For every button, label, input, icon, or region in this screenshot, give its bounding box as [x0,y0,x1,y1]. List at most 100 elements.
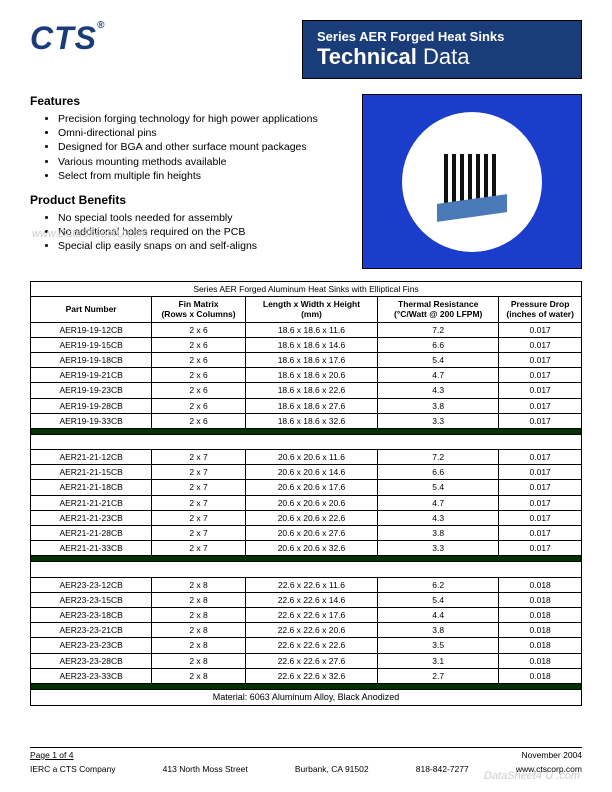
table-cell: 2 x 6 [152,413,246,428]
table-cell: AER19-19-33CB [31,413,152,428]
table-cell: 0.017 [499,510,582,525]
benefits-heading: Product Benefits [30,193,347,207]
table-cell: 2 x 7 [152,510,246,525]
table-cell: 0.017 [499,450,582,465]
table-cell: 20.6 x 20.6 x 11.6 [245,450,377,465]
table-cell: 20.6 x 20.6 x 32.6 [245,541,377,556]
table-cell: 2 x 6 [152,322,246,337]
table-cell: 4.3 [378,383,499,398]
footer-url: www.ctscorp.com [516,764,582,774]
table-cell: 20.6 x 20.6 x 17.6 [245,480,377,495]
table-cell: 6.6 [378,337,499,352]
table-cell: 2 x 8 [152,592,246,607]
table-cell: 18.6 x 18.6 x 11.6 [245,322,377,337]
table-row: AER19-19-21CB2 x 618.6 x 18.6 x 20.64.70… [31,368,582,383]
logo-reg: ® [97,20,105,31]
table-cell: AER23-23-28CB [31,653,152,668]
table-cell: AER21-21-28CB [31,526,152,541]
table-cell: 0.018 [499,577,582,592]
table-cell: 0.017 [499,541,582,556]
title-main-text: Technical [317,44,417,69]
table-cell: AER23-23-21CB [31,623,152,638]
table-cell: 22.6 x 22.6 x 32.6 [245,668,377,683]
product-image-circle [402,112,542,252]
table-cell: 2 x 6 [152,352,246,367]
page-footer: Page 1 of 4 November 2004 IERC a CTS Com… [30,747,582,774]
table-cell: 3.3 [378,541,499,556]
table-row: AER23-23-23CB2 x 822.6 x 22.6 x 22.63.50… [31,638,582,653]
table-cell: AER21-21-21CB [31,495,152,510]
table-cell: 22.6 x 22.6 x 17.6 [245,607,377,622]
table-cell: 2 x 7 [152,495,246,510]
table-cell: 20.6 x 20.6 x 22.6 [245,510,377,525]
title-series: Series AER Forged Heat Sinks [317,29,567,44]
watermark: www.DataSheet4U.com [32,228,148,240]
table-cell: 0.017 [499,368,582,383]
table-cell: 0.018 [499,653,582,668]
table-row: AER21-21-15CB2 x 720.6 x 20.6 x 14.66.60… [31,465,582,480]
table-cell: 2 x 6 [152,398,246,413]
table-cell: AER19-19-23CB [31,383,152,398]
table-cell: AER21-21-15CB [31,465,152,480]
table-cell: 2 x 8 [152,653,246,668]
table-cell: 2 x 7 [152,526,246,541]
heatsink-icon [432,142,512,222]
product-image-box [362,94,582,269]
table-row: AER21-21-28CB2 x 720.6 x 20.6 x 27.63.80… [31,526,582,541]
table-cell: 2 x 8 [152,623,246,638]
features-list: Precision forging technology for high po… [30,112,347,183]
table-cell: 22.6 x 22.6 x 11.6 [245,577,377,592]
list-item: No special tools needed for assembly [58,211,347,225]
table-cell: 3.1 [378,653,499,668]
table-cell: 2 x 6 [152,383,246,398]
footer-date: November 2004 [522,750,582,760]
column-header: Part Number [31,297,152,322]
table-cell: 0.017 [499,398,582,413]
column-header: Fin Matrix(Rows x Columns) [152,297,246,322]
footer-phone: 818-842-7277 [416,764,469,774]
table-cell: 0.017 [499,322,582,337]
spec-table: Series AER Forged Aluminum Heat Sinks wi… [30,281,582,706]
table-row: AER19-19-18CB2 x 618.6 x 18.6 x 17.65.40… [31,352,582,367]
list-item: Special clip easily snaps on and self-al… [58,239,347,253]
table-cell: 7.2 [378,322,499,337]
list-item: Designed for BGA and other surface mount… [58,140,347,154]
table-row: AER23-23-33CB2 x 822.6 x 22.6 x 32.62.70… [31,668,582,683]
table-cell: 5.4 [378,352,499,367]
table-row: AER23-23-15CB2 x 822.6 x 22.6 x 14.65.40… [31,592,582,607]
table-row: AER19-19-28CB2 x 618.6 x 18.6 x 27.63.80… [31,398,582,413]
table-cell: 22.6 x 22.6 x 20.6 [245,623,377,638]
table-cell: 0.018 [499,592,582,607]
page-number: Page 1 of 4 [30,750,73,760]
table-cell: 0.017 [499,526,582,541]
table-cell: 2 x 6 [152,337,246,352]
table-cell: 4.3 [378,510,499,525]
logo-text: CTS [30,20,97,56]
table-cell: 2 x 8 [152,577,246,592]
table-cell: 5.4 [378,592,499,607]
list-item: Various mounting methods available [58,155,347,169]
table-cell: 2 x 7 [152,450,246,465]
table-cell: 2 x 6 [152,368,246,383]
table-cell: 2 x 7 [152,465,246,480]
table-cell: 2 x 8 [152,638,246,653]
table-row: AER19-19-12CB2 x 618.6 x 18.6 x 11.67.20… [31,322,582,337]
table-cell: AER19-19-28CB [31,398,152,413]
column-header: Length x Width x Height(mm) [245,297,377,322]
table-cell: 22.6 x 22.6 x 27.6 [245,653,377,668]
table-cell: 2 x 7 [152,480,246,495]
table-cell: AER21-21-18CB [31,480,152,495]
table-cell: 3.3 [378,413,499,428]
table-cell: 18.6 x 18.6 x 27.6 [245,398,377,413]
cts-logo: CTS® [30,20,105,57]
table-cell: 18.6 x 18.6 x 32.6 [245,413,377,428]
table-row: AER21-21-12CB2 x 720.6 x 20.6 x 11.67.20… [31,450,582,465]
table-cell: 3.8 [378,623,499,638]
table-cell: 0.017 [499,352,582,367]
table-cell: 3.5 [378,638,499,653]
table-row: AER23-23-12CB2 x 822.6 x 22.6 x 11.66.20… [31,577,582,592]
column-header: Thermal Resistance(°C/Watt @ 200 LFPM) [378,297,499,322]
title-main: Technical Data [317,44,567,70]
table-row: AER23-23-28CB2 x 822.6 x 22.6 x 27.63.10… [31,653,582,668]
table-cell: 22.6 x 22.6 x 14.6 [245,592,377,607]
